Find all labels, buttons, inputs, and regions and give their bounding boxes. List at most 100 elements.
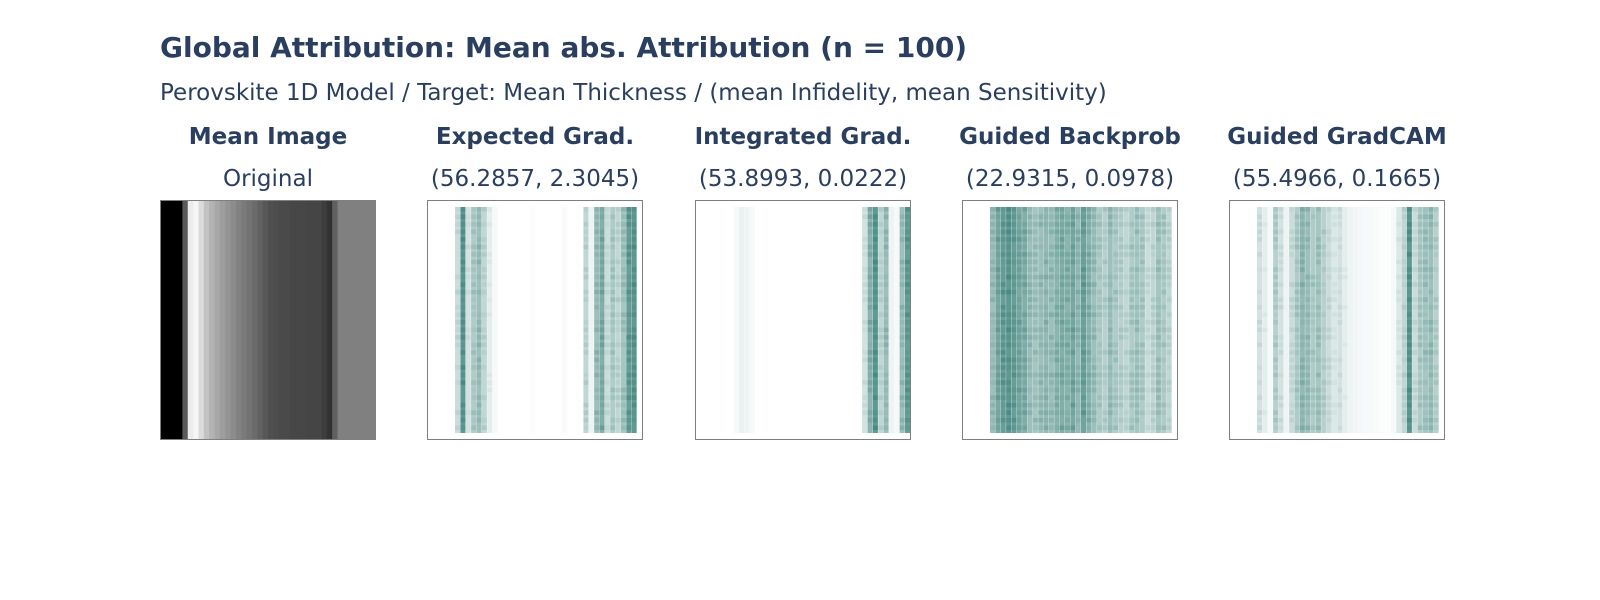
attribution-texture (1134, 357, 1140, 363)
attribution-texture (1342, 267, 1348, 272)
column-metric-guided-backprob: (22.9315, 0.0978) (965, 166, 1175, 192)
attribution-texture (465, 274, 471, 280)
attribution-texture (1081, 222, 1087, 227)
attribution-texture (1145, 274, 1151, 280)
attribution-texture (610, 214, 616, 220)
attribution-texture (1401, 237, 1407, 242)
attribution-texture (1433, 335, 1439, 340)
attribution-column (604, 207, 610, 433)
attribution-texture (867, 380, 873, 385)
attribution-texture (1006, 289, 1012, 295)
attribution-texture (1305, 380, 1311, 385)
attribution-texture (1016, 304, 1022, 310)
attribution-texture (1022, 259, 1028, 265)
attribution-column (1369, 207, 1374, 433)
attribution-texture (594, 350, 600, 355)
attribution-texture (1011, 335, 1017, 340)
attribution-texture (1064, 372, 1070, 378)
attribution-texture (1289, 304, 1295, 310)
attribution-texture (1331, 207, 1337, 212)
attribution-texture (1107, 387, 1113, 393)
attribution-texture (1401, 410, 1407, 415)
attribution-texture (1166, 425, 1172, 430)
attribution-texture (872, 395, 878, 400)
attribution-texture (1289, 372, 1295, 378)
attribution-texture (878, 297, 884, 302)
attribution-texture (899, 342, 905, 348)
attribution-texture (1027, 365, 1033, 370)
attribution-texture (1097, 297, 1103, 302)
mean-image-band (209, 201, 216, 439)
attribution-texture (1273, 410, 1279, 415)
attribution-texture (1305, 274, 1311, 280)
attribution-texture (1315, 372, 1321, 378)
attribution-texture (995, 342, 1001, 348)
attribution-texture (610, 320, 616, 325)
attribution-texture (1257, 289, 1263, 295)
attribution-texture (1064, 297, 1070, 302)
attribution-texture (583, 402, 589, 408)
attribution-texture (904, 357, 910, 363)
attribution-texture (460, 365, 466, 370)
attribution-texture (872, 289, 878, 295)
attribution-texture (1155, 380, 1161, 385)
attribution-texture (1326, 274, 1332, 280)
attribution-texture (1123, 327, 1129, 333)
attribution-texture (1048, 342, 1054, 348)
attribution-texture (1086, 410, 1092, 415)
attribution-texture (631, 350, 637, 355)
attribution-texture (990, 259, 996, 265)
attribution-texture (1038, 244, 1044, 250)
attribution-texture (1139, 350, 1145, 355)
attribution-texture (1016, 252, 1022, 257)
attribution-texture (1107, 410, 1113, 415)
attribution-texture (1097, 380, 1103, 385)
attribution-texture (626, 244, 632, 250)
attribution-texture (1000, 357, 1006, 363)
attribution-texture (460, 289, 466, 295)
attribution-texture (1091, 289, 1097, 295)
attribution-texture (1331, 402, 1337, 408)
attribution-texture (1278, 297, 1284, 302)
attribution-texture (878, 289, 884, 295)
attribution-texture (1054, 297, 1060, 302)
attribution-texture (610, 425, 616, 430)
attribution-texture (1070, 222, 1076, 227)
attribution-texture (471, 365, 477, 370)
attribution-texture (1134, 244, 1140, 250)
attribution-texture (1059, 395, 1065, 400)
attribution-texture (1257, 395, 1263, 400)
attribution-texture (1321, 229, 1327, 235)
attribution-texture (1000, 395, 1006, 400)
attribution-texture (1054, 380, 1060, 385)
attribution-texture (1321, 252, 1327, 257)
attribution-texture (615, 229, 621, 235)
attribution-texture (476, 244, 482, 250)
attribution-texture (1102, 380, 1108, 385)
attribution-texture (471, 304, 477, 310)
attribution-texture (481, 207, 487, 212)
attribution-texture (455, 304, 461, 310)
attribution-texture (1016, 282, 1022, 287)
attribution-texture (995, 380, 1001, 385)
attribution-texture (1150, 342, 1156, 348)
attribution-texture (1048, 335, 1054, 340)
attribution-texture (1113, 357, 1119, 363)
attribution-texture (1000, 237, 1006, 242)
attribution-texture (1113, 259, 1119, 265)
attribution-texture (1433, 252, 1439, 257)
attribution-texture (1027, 229, 1033, 235)
attribution-texture (1059, 357, 1065, 363)
attribution-texture (1412, 252, 1418, 257)
attribution-texture (1315, 207, 1321, 212)
mean-image-band (251, 201, 258, 439)
attribution-texture (465, 244, 471, 250)
attribution-texture (1097, 274, 1103, 280)
attribution-texture (1048, 274, 1054, 280)
attribution-texture (1310, 395, 1316, 400)
attribution-texture (1422, 274, 1428, 280)
attribution-texture (1406, 304, 1412, 310)
attribution-texture (594, 320, 600, 325)
attribution-texture (1102, 222, 1108, 227)
attribution-texture (1428, 402, 1434, 408)
